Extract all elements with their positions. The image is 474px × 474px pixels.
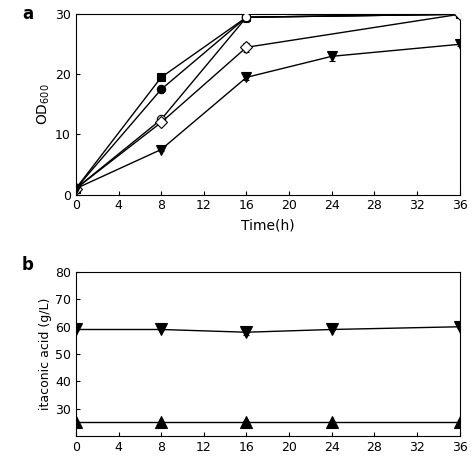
Text: a: a (22, 5, 33, 23)
Y-axis label: itaconic acid (g/L): itaconic acid (g/L) (39, 298, 52, 410)
Y-axis label: OD$_{600}$: OD$_{600}$ (36, 83, 52, 125)
Text: b: b (22, 255, 34, 273)
X-axis label: Time(h): Time(h) (241, 218, 295, 232)
